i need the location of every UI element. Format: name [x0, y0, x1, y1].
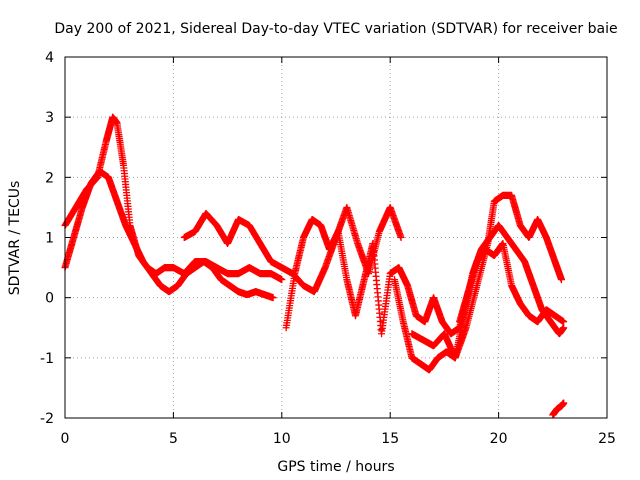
y-tick-label: 0 [45, 291, 54, 307]
data-points [61, 113, 568, 419]
series-track-3 [180, 203, 405, 296]
grid-lines [65, 57, 607, 418]
series-track-1 [61, 167, 277, 302]
x-tick-label: 20 [490, 431, 508, 447]
y-tick-label: -1 [40, 351, 54, 367]
y-tick-label: 2 [45, 170, 54, 186]
y-tick-label: 4 [45, 50, 54, 66]
data-point [278, 276, 286, 284]
x-tick-label: 10 [273, 431, 291, 447]
x-tick-labels: 0 5 10 15 20 25 [61, 431, 616, 447]
y-tick-label: -2 [40, 411, 54, 427]
chart-title: Day 200 of 2021, Sidereal Day-to-day VTE… [54, 21, 617, 37]
data-point [269, 294, 277, 302]
x-axis-label: GPS time / hours [277, 459, 394, 475]
series-track-8 [549, 399, 568, 419]
y-tick-label: 3 [45, 110, 54, 126]
y-axis-label: SDTVAR / TECUs [7, 181, 23, 296]
x-tick-label: 0 [61, 431, 70, 447]
x-tick-label: 25 [598, 431, 616, 447]
y-tick-label: 1 [45, 231, 54, 247]
series-track-4 [282, 215, 472, 338]
x-tick-label: 5 [169, 431, 178, 447]
y-tick-labels: -2 -1 0 1 2 3 4 [40, 50, 54, 427]
series-track-2 [61, 113, 286, 284]
x-tick-label: 15 [381, 431, 399, 447]
series-track-6 [408, 191, 565, 362]
